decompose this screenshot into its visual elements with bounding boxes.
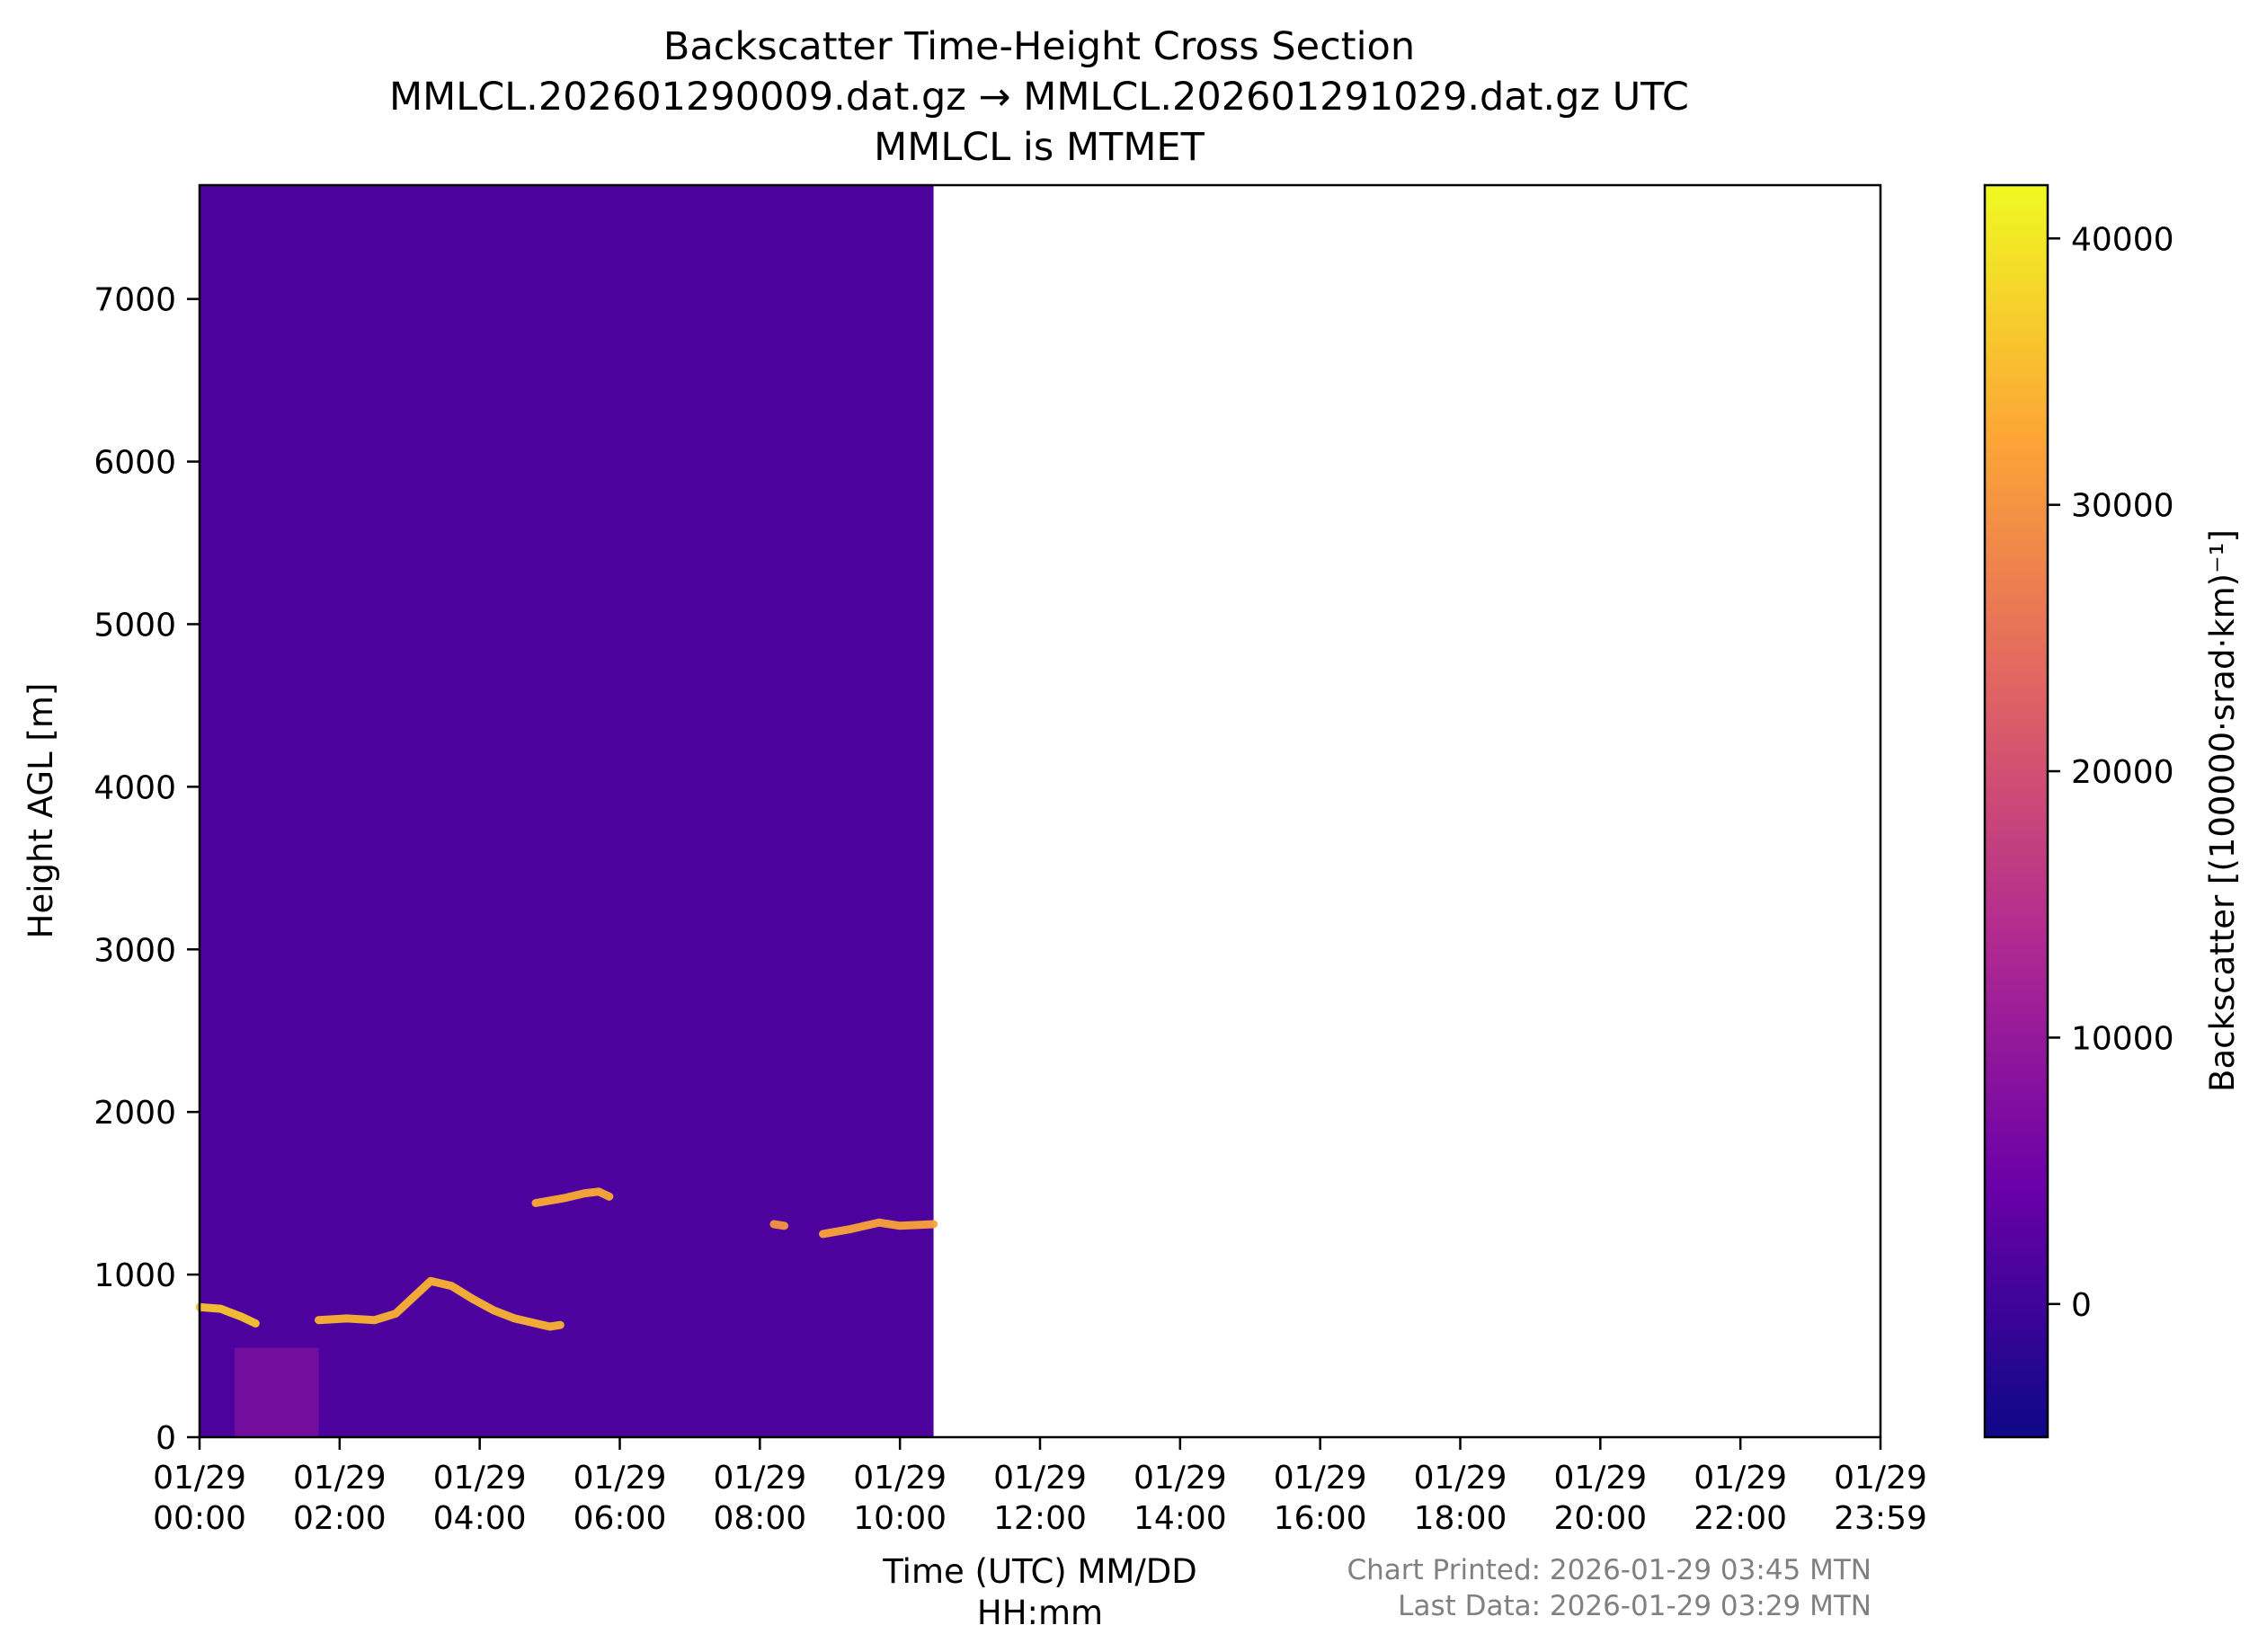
x-tick-label-time-8: 16:00 <box>1274 1500 1367 1537</box>
y-tick-label-4: 4000 <box>93 769 176 806</box>
x-tick-label-time-4: 08:00 <box>713 1500 806 1537</box>
chart-title-line-3: MMLCL is MTMET <box>874 125 1205 170</box>
colorbar-label: Backscatter [(100000·srad·km)⁻¹] <box>2203 529 2242 1092</box>
colorbar-tick-label-0: 0 <box>2071 1287 2092 1324</box>
x-tick-label-date-11: 01/29 <box>1694 1460 1787 1497</box>
cloud-layer-1 <box>195 1302 260 1328</box>
cloud-layer-2 <box>315 1276 565 1331</box>
x-axis: 01/2900:0001/2902:0001/2904:0001/2906:00… <box>153 1437 1927 1537</box>
chart-printed-timestamp: Chart Printed: 2026-01-29 03:45 MTN <box>1347 1554 1871 1586</box>
colorbar-gradient <box>1985 185 2048 1437</box>
y-axis: 0 1000 2000 3000 4000 5000 6000 7000 <box>93 282 200 1457</box>
x-tick-label-date-7: 01/29 <box>1134 1460 1227 1497</box>
colorbar-tick-label-1: 10000 <box>2071 1020 2174 1057</box>
x-tick-label-date-3: 01/29 <box>573 1460 667 1497</box>
x-tick-label-date-10: 01/29 <box>1553 1460 1647 1497</box>
x-tick-label-date-4: 01/29 <box>713 1460 806 1497</box>
colorbar-frame <box>1983 183 2049 1439</box>
cloud-layer-4 <box>769 1220 789 1230</box>
cloud-layer-5 <box>819 1218 938 1239</box>
y-tick-label-2: 2000 <box>93 1095 176 1132</box>
x-tick-label-time-3: 06:00 <box>573 1500 667 1537</box>
chart-title-line-2: MMLCL.202601290009.dat.gz → MMLCL.202601… <box>389 75 1689 120</box>
x-tick-label-time-0: 00:00 <box>153 1500 246 1537</box>
y-tick-label-5: 5000 <box>93 607 176 644</box>
colorbar-ticks: 0 10000 20000 30000 40000 <box>2048 221 2174 1324</box>
x-tick-label-date-1: 01/29 <box>293 1460 387 1497</box>
y-axis-label: Height AGL [m] <box>22 683 60 939</box>
x-tick-label-date-0: 01/29 <box>153 1460 246 1497</box>
y-tick-label-1: 1000 <box>93 1257 176 1294</box>
x-tick-label-time-11: 22:00 <box>1694 1500 1787 1537</box>
x-tick-label-date-12: 01/29 <box>1834 1460 1927 1497</box>
y-tick-label-0: 0 <box>156 1420 176 1457</box>
y-tick-label-6: 6000 <box>93 445 176 482</box>
colorbar-tick-label-2: 20000 <box>2071 754 2174 791</box>
last-data-timestamp: Last Data: 2026-01-29 03:29 MTN <box>1398 1590 1871 1622</box>
y-tick-label-7: 7000 <box>93 282 176 319</box>
heatmap-layer <box>195 185 938 1437</box>
x-tick-label-time-10: 20:00 <box>1553 1500 1647 1537</box>
x-axis-label-line-1: Time (UTC) MM/DD <box>882 1552 1197 1591</box>
colorbar-tick-label-4: 40000 <box>2071 221 2174 258</box>
heatmap-background <box>200 185 934 1437</box>
cloud-layer-3 <box>531 1187 614 1207</box>
x-tick-label-time-12: 23:59 <box>1834 1500 1927 1537</box>
x-tick-label-time-6: 12:00 <box>993 1500 1087 1537</box>
plot-area <box>195 183 1882 1439</box>
x-tick-label-time-9: 18:00 <box>1414 1500 1507 1537</box>
chart-title-line-1: Backscatter Time-Height Cross Section <box>663 24 1415 69</box>
x-tick-label-date-2: 01/29 <box>433 1460 527 1497</box>
x-tick-label-time-7: 14:00 <box>1134 1500 1227 1537</box>
low-signal-precip-streak <box>234 1347 319 1437</box>
x-tick-label-date-9: 01/29 <box>1414 1460 1507 1497</box>
x-tick-label-date-8: 01/29 <box>1274 1460 1367 1497</box>
y-tick-label-3: 3000 <box>93 932 176 969</box>
x-tick-label-time-2: 04:00 <box>433 1500 527 1537</box>
colorbar: 0 10000 20000 30000 40000 <box>1983 183 2174 1439</box>
x-tick-label-date-5: 01/29 <box>853 1460 947 1497</box>
x-axis-label-line-2: HH:mm <box>977 1594 1103 1632</box>
x-tick-label-time-1: 02:00 <box>293 1500 387 1537</box>
x-tick-label-date-6: 01/29 <box>993 1460 1087 1497</box>
x-tick-label-time-5: 10:00 <box>853 1500 947 1537</box>
colorbar-tick-label-3: 30000 <box>2071 488 2174 525</box>
